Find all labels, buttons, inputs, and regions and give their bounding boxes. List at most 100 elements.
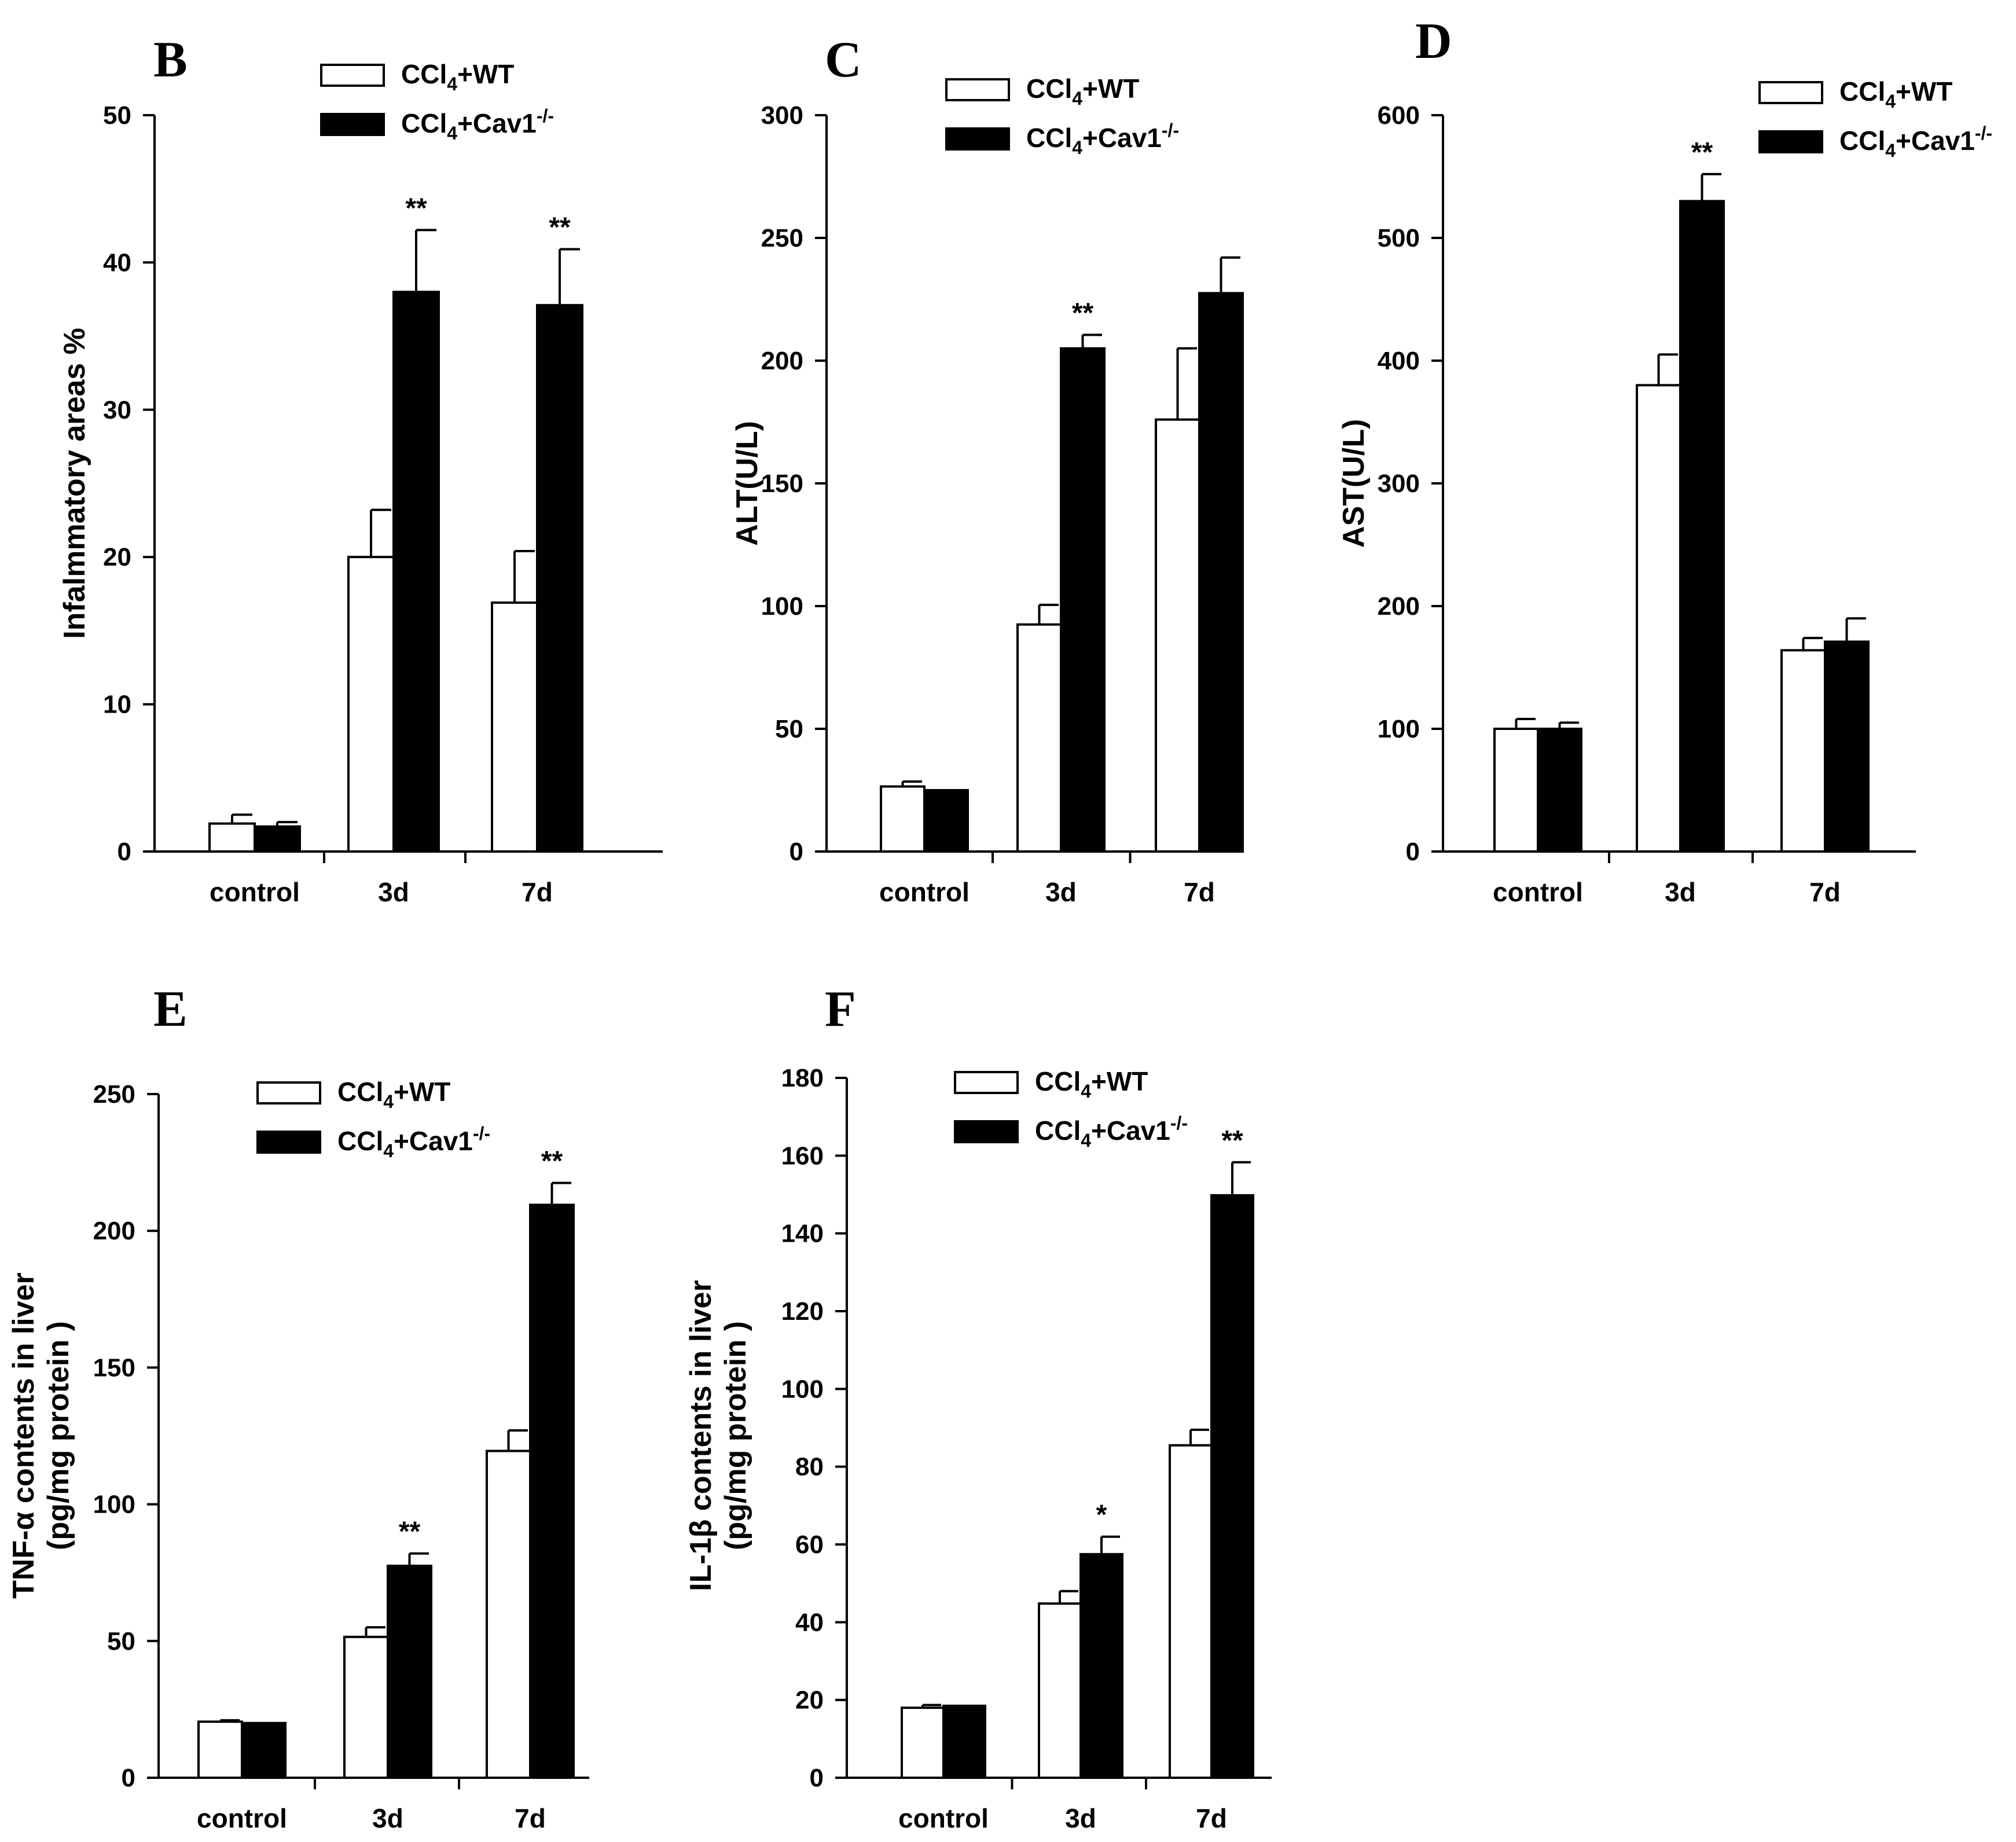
y-tick-label: 0 bbox=[1406, 838, 1420, 866]
y-tick-label: 150 bbox=[93, 1353, 135, 1382]
legend-label-cav1: CCl4+Cav1-/- bbox=[1026, 120, 1179, 158]
bar-wt bbox=[901, 1707, 945, 1779]
chart-panel-b: B 0 10 20 30 40 50 control 3d 7d ** ** Infalmmatory … bbox=[58, 32, 663, 907]
legend-swatch-wt bbox=[1758, 81, 1823, 104]
y-tick-label: 20 bbox=[795, 1686, 824, 1715]
legend-label-cav1: CCl4+Cav1-/- bbox=[337, 1123, 490, 1161]
bar-wt bbox=[347, 556, 395, 853]
significance-mark: ** bbox=[549, 212, 571, 243]
x-category-label: 3d bbox=[1065, 1803, 1096, 1833]
y-tick-label: 150 bbox=[761, 469, 803, 498]
y-axis-title: IL-1β contents in liver (pg/mg protein ) bbox=[684, 1280, 752, 1591]
y-tick-label: 50 bbox=[107, 1627, 135, 1656]
legend-label-wt: CCl4+WT bbox=[401, 59, 514, 94]
legend-label-cav1: CCl4+Cav1-/- bbox=[1839, 123, 1992, 161]
y-tick-label: 250 bbox=[761, 224, 803, 252]
bar-wt bbox=[1169, 1444, 1213, 1779]
x-category-label: control bbox=[197, 1803, 287, 1833]
bar-wt bbox=[1493, 728, 1539, 853]
bar-cav1 bbox=[392, 291, 440, 853]
bar-wt bbox=[208, 822, 256, 853]
chart-panel-e: E 0 50 100 150 200 250 control 3d 7d ** ** TNF-α con… bbox=[7, 981, 589, 1833]
bar-wt bbox=[343, 1635, 389, 1779]
legend-label-wt: CCl4+WT bbox=[1026, 74, 1139, 109]
y-tick-label: 40 bbox=[103, 248, 131, 277]
bar-cav1 bbox=[923, 789, 969, 853]
bar-wt bbox=[880, 785, 926, 853]
y-tick-label: 0 bbox=[117, 838, 131, 866]
y-axis-title: TNF-α contents in liver (pg/mg protein ) bbox=[7, 1272, 75, 1599]
y-tick-label: 500 bbox=[1378, 224, 1420, 252]
bar-cav1 bbox=[1824, 640, 1870, 853]
significance-mark: ** bbox=[1072, 298, 1094, 328]
bar-cav1 bbox=[1198, 292, 1244, 853]
y-tick-label: 120 bbox=[781, 1297, 824, 1326]
y-tick-label: 10 bbox=[103, 691, 131, 719]
chart-panel-c: C 0 50 100 150 200 250 300 control 3d 7d ** ALT(U/L)… bbox=[730, 32, 1244, 907]
bar-wt bbox=[197, 1720, 243, 1779]
y-axis-title-line: ALT(U/L) bbox=[730, 421, 764, 546]
legend-swatch-cav1 bbox=[945, 127, 1010, 151]
legend-swatch-cav1 bbox=[256, 1131, 321, 1154]
x-category-label: 7d bbox=[522, 877, 553, 907]
bar-cav1 bbox=[1060, 347, 1106, 853]
x-category-label: 7d bbox=[1184, 877, 1215, 907]
y-tick-label: 250 bbox=[93, 1080, 135, 1109]
bar-cav1 bbox=[1537, 728, 1582, 853]
y-tick-label: 300 bbox=[1378, 469, 1420, 498]
y-axis-title: ALT(U/L) bbox=[730, 421, 764, 546]
x-category-label: 3d bbox=[1665, 877, 1696, 907]
panel-letter: C bbox=[825, 32, 862, 88]
legend-swatch-wt bbox=[256, 1081, 321, 1105]
legend: CCl4+WT CCl4+Cav1-/- bbox=[256, 1077, 490, 1161]
legend-swatch-cav1 bbox=[954, 1120, 1019, 1143]
bar-cav1 bbox=[254, 825, 301, 853]
bar-cav1 bbox=[387, 1564, 432, 1779]
x-category-label: control bbox=[879, 877, 970, 907]
legend-label-wt: CCl4+WT bbox=[1839, 76, 1952, 112]
bar-cav1 bbox=[241, 1722, 287, 1779]
legend: CCl4+WT CCl4+Cav1-/- bbox=[945, 74, 1179, 158]
y-tick-label: 300 bbox=[761, 101, 803, 130]
bar-wt bbox=[1016, 623, 1062, 853]
y-axis-title: AST(U/L) bbox=[1337, 419, 1371, 548]
y-axis-title-line: Infalmmatory areas % bbox=[58, 328, 91, 639]
significance-mark: ** bbox=[399, 1517, 421, 1547]
significance-mark: * bbox=[1096, 1500, 1107, 1531]
bar-cav1 bbox=[536, 304, 583, 853]
significance-mark: ** bbox=[1221, 1125, 1243, 1156]
legend: CCl4+WT CCl4+Cav1-/- bbox=[954, 1066, 1188, 1151]
y-axis-title: Infalmmatory areas % bbox=[58, 328, 91, 639]
y-tick-label: 80 bbox=[795, 1453, 824, 1481]
y-tick-label: 200 bbox=[93, 1217, 135, 1245]
y-tick-label: 100 bbox=[1378, 715, 1420, 743]
significance-mark: ** bbox=[405, 193, 427, 223]
y-axis-title-line: AST(U/L) bbox=[1337, 419, 1371, 548]
y-tick-label: 100 bbox=[781, 1375, 824, 1403]
legend-swatch-wt bbox=[954, 1071, 1019, 1094]
x-category-label: 7d bbox=[515, 1803, 546, 1833]
panel-letter: F bbox=[825, 981, 856, 1037]
y-tick-label: 600 bbox=[1378, 101, 1420, 130]
panel-letter: D bbox=[1415, 13, 1452, 69]
panel-letter: B bbox=[153, 32, 188, 88]
y-tick-label: 0 bbox=[810, 1764, 824, 1792]
x-category-label: 7d bbox=[1196, 1803, 1227, 1833]
bar-cav1 bbox=[942, 1704, 986, 1779]
legend-label-wt: CCl4+WT bbox=[1035, 1066, 1148, 1102]
legend-swatch-cav1 bbox=[320, 113, 385, 136]
bar-wt bbox=[1038, 1602, 1082, 1779]
y-tick-label: 160 bbox=[781, 1142, 824, 1170]
bar-wt bbox=[491, 601, 538, 853]
legend-swatch-cav1 bbox=[1758, 130, 1823, 153]
legend-swatch-wt bbox=[945, 78, 1010, 101]
bar-wt bbox=[1155, 418, 1200, 853]
x-category-label: 3d bbox=[372, 1803, 403, 1833]
y-axis-title-line: (pg/mg protein ) bbox=[719, 1321, 752, 1550]
legend: CCl4+WT CCl4+Cav1-/- bbox=[320, 59, 554, 144]
y-tick-label: 180 bbox=[781, 1064, 824, 1092]
y-tick-label: 0 bbox=[122, 1764, 135, 1792]
y-axis-title-line: IL-1β contents in liver bbox=[684, 1280, 718, 1591]
y-tick-label: 100 bbox=[93, 1491, 135, 1519]
bar-cav1 bbox=[529, 1203, 575, 1779]
